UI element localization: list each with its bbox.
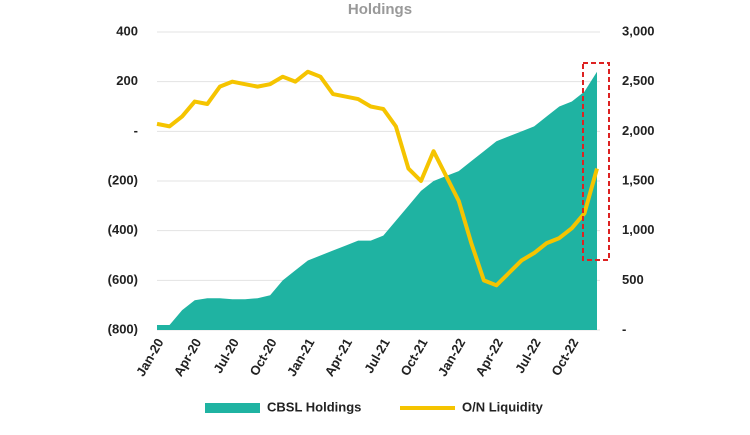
x-tick-label: Jan-20 xyxy=(133,336,167,379)
y-tick-label: (400) xyxy=(108,222,138,237)
x-tick-label: Jan-21 xyxy=(284,336,318,379)
y-tick-label: (800) xyxy=(108,321,138,336)
area xyxy=(157,71,597,330)
legend-swatch xyxy=(205,403,260,413)
x-tick-label: Jul-20 xyxy=(210,336,242,376)
y2-tick-label: 2,000 xyxy=(622,123,655,138)
line xyxy=(156,69,599,288)
y2-tick-label: 3,000 xyxy=(622,23,655,38)
legend-label: O/N Liquidity xyxy=(462,399,544,414)
x-tick-label: Oct-21 xyxy=(397,336,430,379)
chart-title: Holdings xyxy=(348,1,412,18)
x-tick-label: Apr-20 xyxy=(171,336,205,379)
y2-tick-label: 500 xyxy=(622,272,644,287)
x-tick-label: Jan-22 xyxy=(435,336,469,379)
legend-label: CBSL Holdings xyxy=(267,399,361,414)
y-tick-label: 200 xyxy=(116,73,138,88)
y2-tick-label: 2,500 xyxy=(622,73,655,88)
y-tick-label: (200) xyxy=(108,172,138,187)
x-tick-label: Jul-22 xyxy=(512,336,544,376)
x-tick-label: Jul-21 xyxy=(361,336,393,376)
y-tick-label: (600) xyxy=(108,272,138,287)
y2-tick-label: - xyxy=(622,321,626,336)
y-tick-label: 400 xyxy=(116,23,138,38)
x-tick-label: Oct-20 xyxy=(246,336,279,379)
x-tick-label: Apr-22 xyxy=(472,336,506,379)
highlight-box xyxy=(582,62,610,261)
x-tick-label: Oct-22 xyxy=(548,336,581,379)
y-tick-label: - xyxy=(134,123,138,138)
x-tick-label: Apr-21 xyxy=(322,336,356,379)
y2-tick-label: 1,500 xyxy=(622,172,655,187)
y2-tick-label: 1,000 xyxy=(622,222,655,237)
